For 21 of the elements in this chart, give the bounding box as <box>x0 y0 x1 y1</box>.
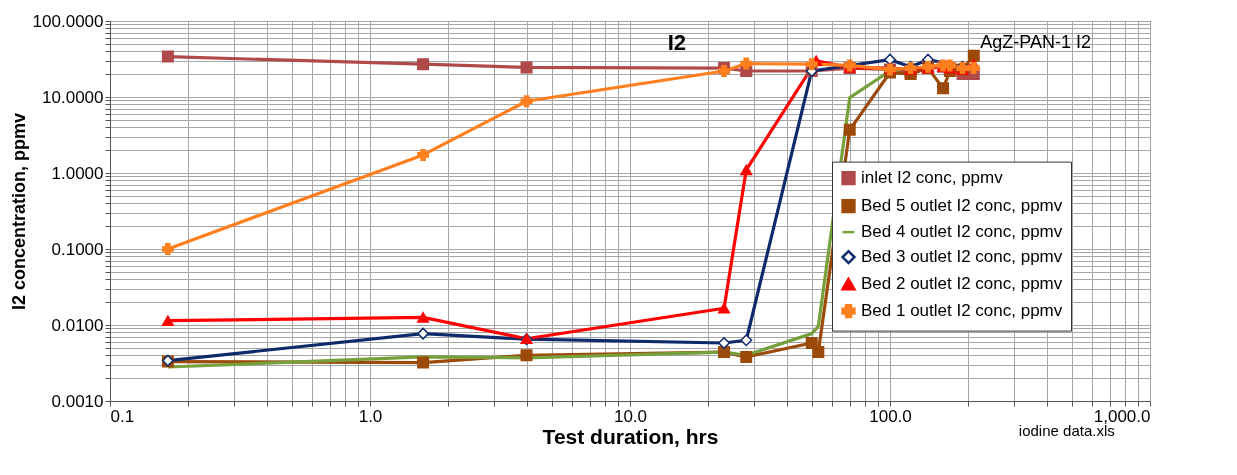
legend-label: Bed 3 outlet I2 conc, ppmv <box>861 247 1063 267</box>
y-tick-label: 10.0000 <box>42 87 104 107</box>
x-tick-label: 10.0 <box>613 406 648 426</box>
x-axis-title: Test duration, hrs <box>542 424 719 448</box>
x-tick-label: 1,000.0 <box>1093 406 1151 426</box>
legend-label: Bed 2 outlet I2 conc, ppmv <box>861 274 1063 294</box>
y-tick-label: 0.0010 <box>51 391 104 411</box>
y-tick-label: 0.1000 <box>51 239 104 259</box>
x-tick-label: 100.0 <box>869 406 912 426</box>
y-tick-label: 100.0000 <box>32 11 104 31</box>
legend-label: Bed 1 outlet I2 conc, ppmv <box>861 301 1063 321</box>
annotation: I2 <box>667 30 686 55</box>
annotation: AgZ-PAN-1 I2 <box>980 32 1091 52</box>
x-tick-label: 1.0 <box>358 406 383 426</box>
x-tick-label: 0.1 <box>110 406 135 426</box>
legend-label: inlet I2 conc, ppmv <box>861 168 1004 188</box>
y-axis-title: I2 concentration, ppmv <box>8 112 29 311</box>
legend-label: Bed 5 outlet I2 conc, ppmv <box>861 196 1063 216</box>
legend-label: Bed 4 outlet I2 conc, ppmv <box>861 222 1063 242</box>
y-tick-label: 1.0000 <box>51 163 104 183</box>
y-tick-label: 0.0100 <box>51 315 104 335</box>
